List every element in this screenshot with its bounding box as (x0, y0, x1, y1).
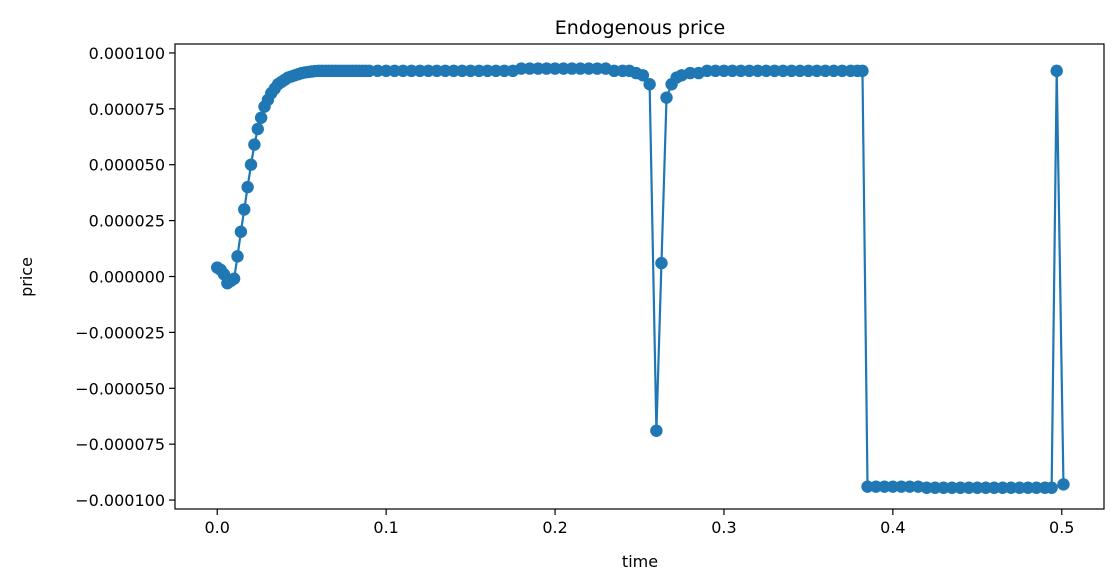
x-axis: 0.0 0.1 0.2 0.3 0.4 0.5 (205, 509, 1074, 537)
data-point (1045, 481, 1058, 494)
x-tick-label: 0.4 (880, 518, 905, 537)
data-point (650, 424, 663, 437)
plot-area (211, 62, 1070, 494)
data-point (231, 250, 244, 263)
x-tick-label: 0.1 (373, 518, 398, 537)
data-point (660, 91, 673, 104)
y-tick-label: 0.000025 (89, 212, 165, 231)
x-tick-label: 0.2 (542, 518, 567, 537)
y-tick-label: −0.000025 (75, 323, 165, 342)
data-point (241, 180, 254, 194)
y-tick-label: 0.000050 (89, 156, 165, 175)
data-point (227, 272, 241, 285)
data-point (251, 122, 264, 136)
data-point (238, 203, 251, 216)
y-axis-label: price (17, 257, 36, 297)
data-point (1050, 64, 1063, 78)
data-point (636, 69, 650, 82)
data-point (643, 78, 656, 91)
y-tick-label: −0.000075 (75, 435, 165, 454)
y-tick-label: 0.000075 (89, 100, 165, 119)
x-tick-label: 0.0 (205, 518, 230, 537)
y-tick-label: 0.000000 (89, 268, 165, 287)
y-tick-label: 0.000100 (89, 44, 165, 63)
chart-title: Endogenous price (555, 17, 725, 39)
data-point (655, 256, 668, 270)
axes-frame (174, 43, 1105, 510)
y-axis: 0.000100 0.000075 0.000050 0.000025 0.000000… (75, 44, 175, 510)
data-point (856, 64, 869, 78)
y-tick-label: −0.000050 (75, 379, 165, 398)
series-line (216, 67, 1065, 489)
data-point (248, 138, 261, 151)
data-point (1057, 478, 1070, 491)
x-axis-label: time (622, 552, 658, 571)
x-tick-label: 0.5 (1049, 518, 1074, 537)
data-point (254, 111, 268, 124)
x-tick-label: 0.3 (711, 518, 736, 537)
data-point (244, 158, 258, 171)
data-point (234, 225, 248, 238)
y-tick-label: −0.000100 (75, 491, 165, 510)
